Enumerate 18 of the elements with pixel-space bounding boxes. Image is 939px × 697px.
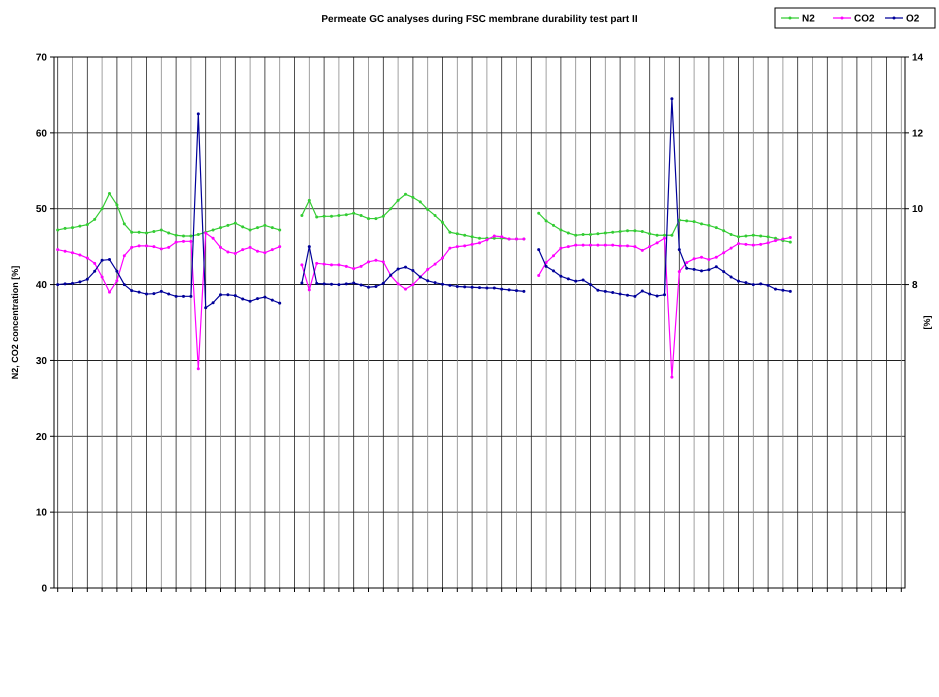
y-tick-label: 70 (36, 52, 48, 64)
y-tick-label: 0 (41, 584, 48, 594)
y-tick-label: 20 (36, 432, 48, 443)
y-axis-title: N2, CO2 concentration [%] (10, 266, 20, 380)
legend-label: CO2 (854, 14, 875, 24)
y2-tick-label: 12 (912, 128, 924, 140)
legend-label: N2 (802, 14, 816, 24)
y-tick-label: 40 (36, 280, 48, 292)
y-tick-label: 10 (36, 508, 48, 519)
y-tick-label: 30 (36, 356, 48, 367)
y2-tick-label: 8 (912, 280, 918, 292)
y-tick-label: 60 (36, 128, 48, 140)
y2-tick-label: 10 (912, 204, 924, 216)
y2-axis-title: [%] (922, 316, 932, 330)
chart-title: Permeate GC analyses during FSC membrane durability test part II (321, 14, 638, 25)
legend-label: O2 (906, 14, 920, 24)
y2-tick-label: 14 (912, 52, 924, 64)
y-tick-label: 50 (36, 204, 48, 216)
